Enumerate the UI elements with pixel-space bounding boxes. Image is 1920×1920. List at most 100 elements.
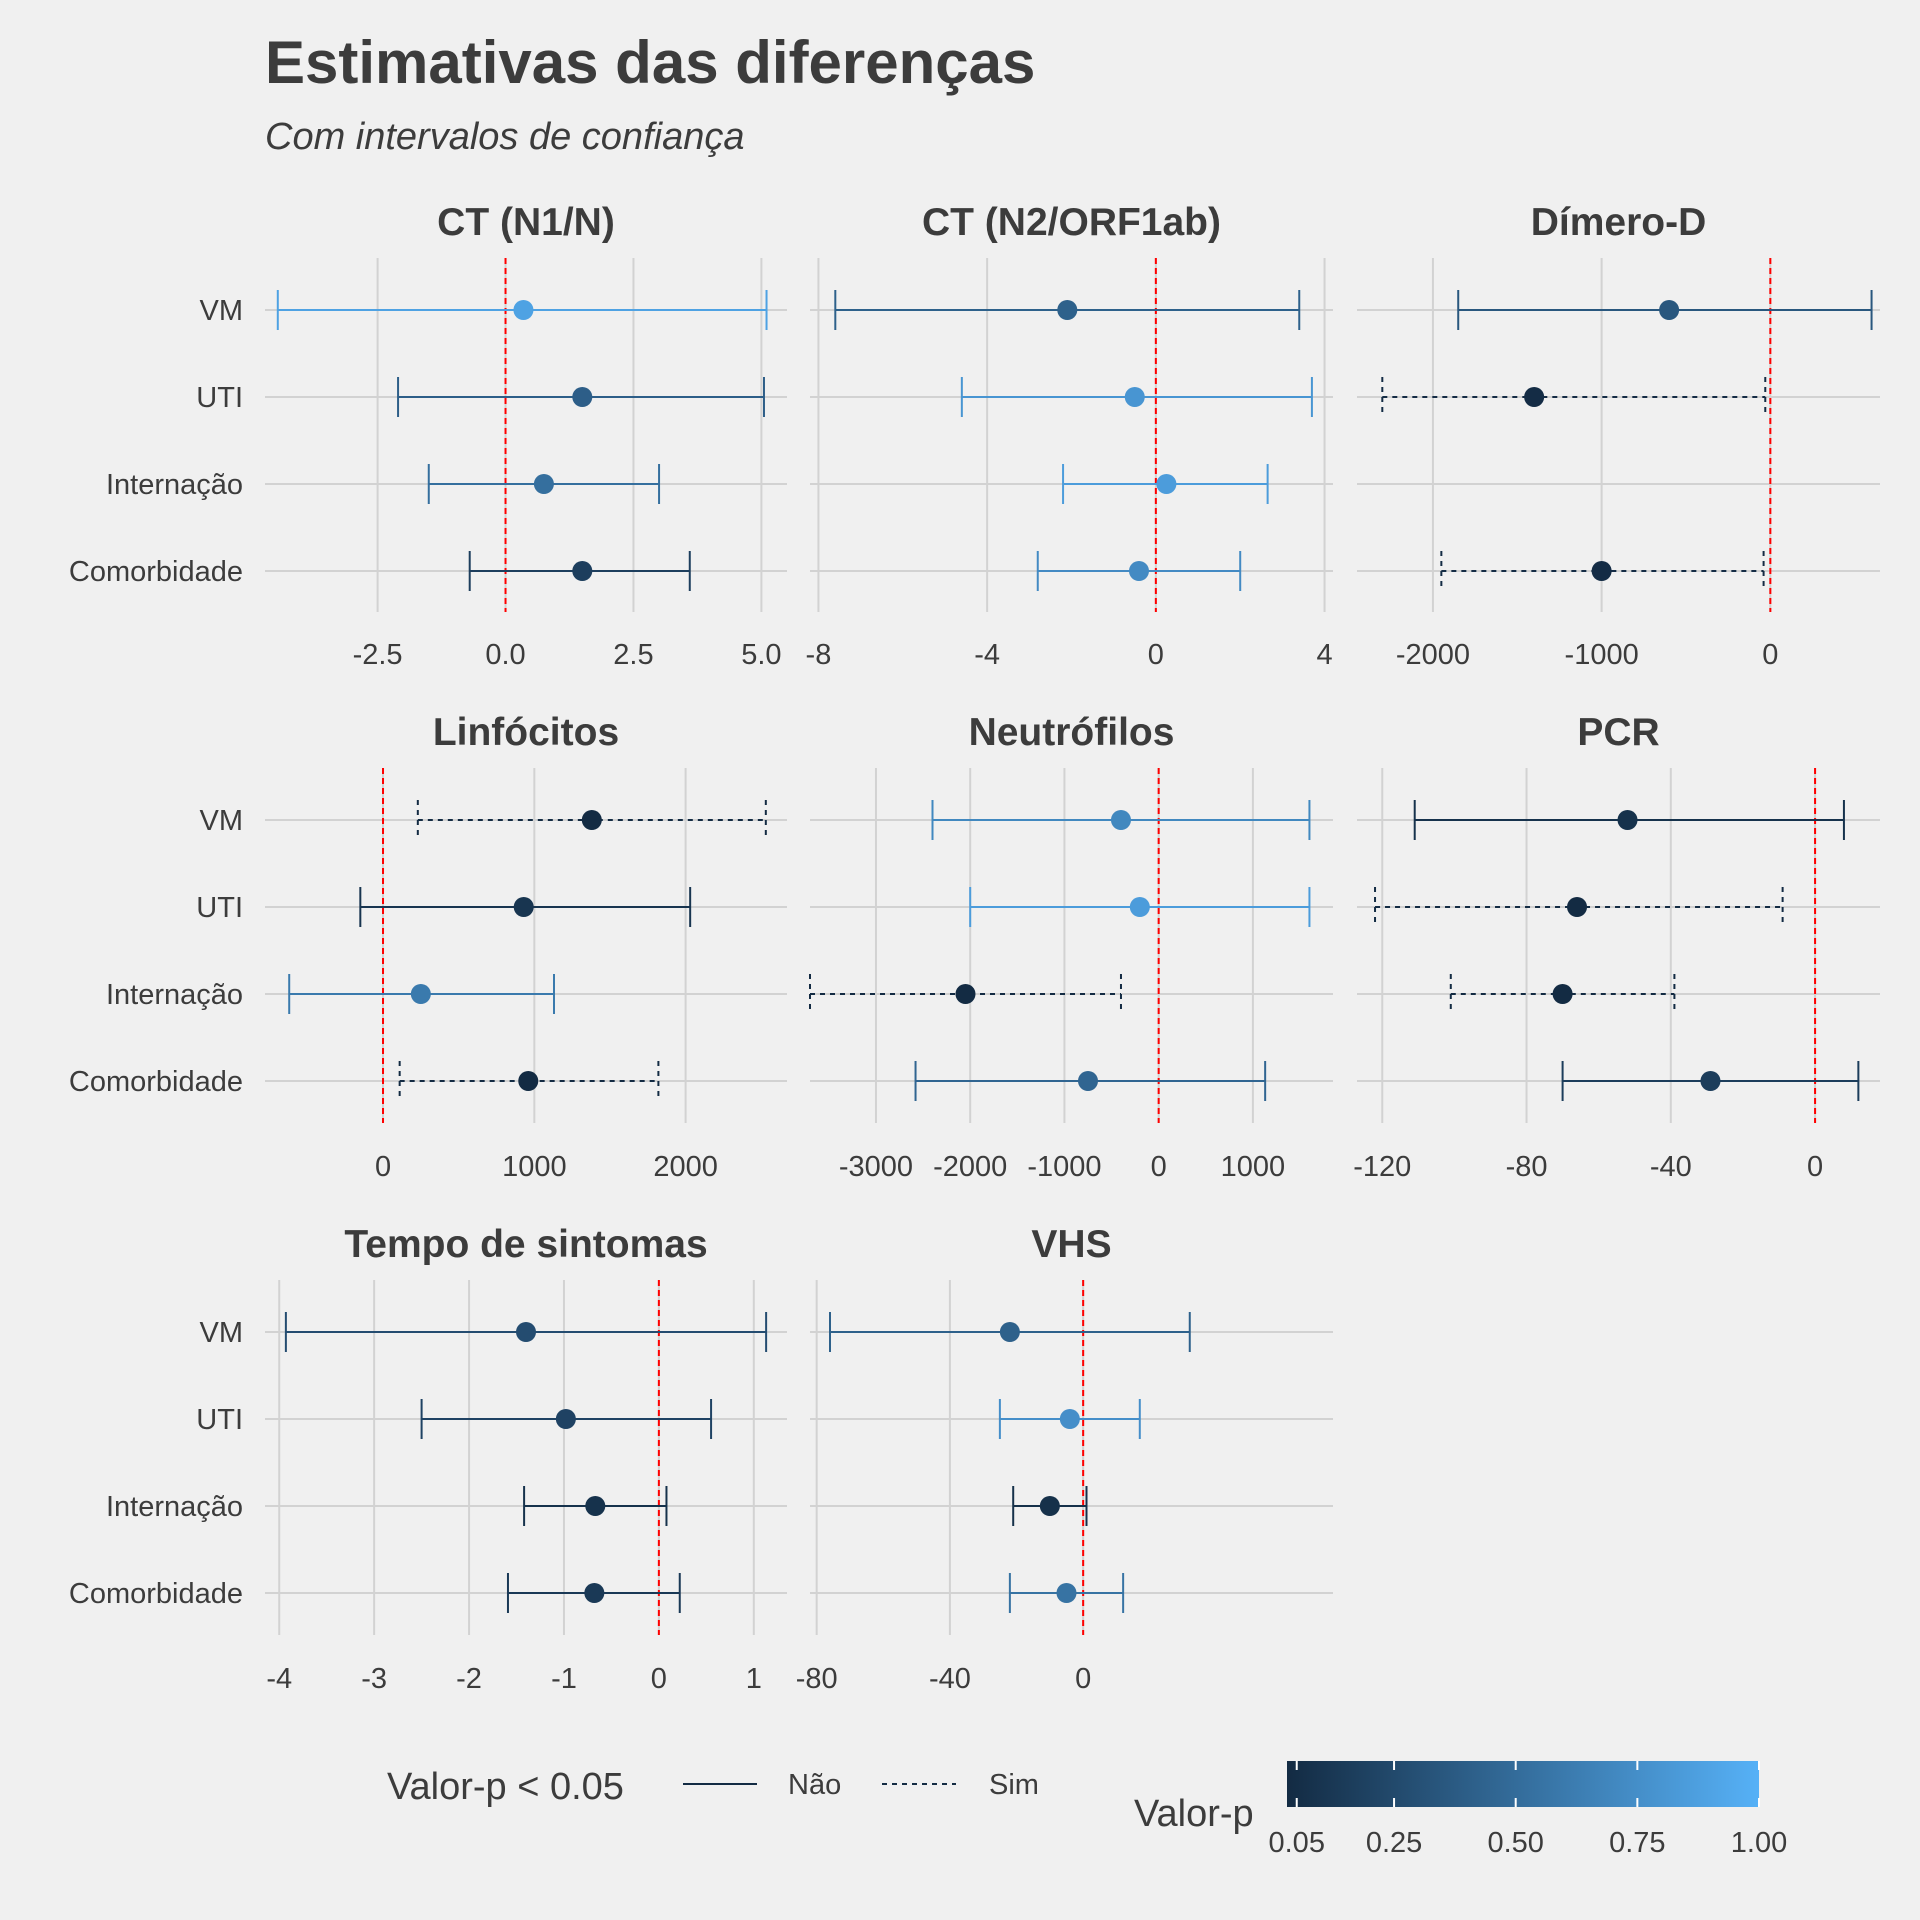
y-category-label: Internação xyxy=(106,469,243,501)
point-estimate xyxy=(1129,897,1150,917)
panels-group: CT (N1/N) -2.5 0.0 2.5 5.0 VM UTI Internação Com… xyxy=(69,201,1880,1695)
panel-title: Dímero-D xyxy=(1531,201,1707,244)
x-tick-label: 0 xyxy=(1148,639,1164,671)
estimate-internacao xyxy=(1012,1486,1088,1526)
legend-label-nao: Não xyxy=(788,1769,841,1801)
x-tick-label: -1 xyxy=(551,1663,577,1695)
estimate-uti xyxy=(960,377,1313,417)
x-tick-label: 0 xyxy=(1151,1151,1167,1183)
estimate-uti xyxy=(1374,887,1784,927)
panel-dimero-d: Dímero-D -2000 -1000 0 xyxy=(1357,201,1880,671)
x-tick-label: -4 xyxy=(266,1663,292,1695)
point-estimate xyxy=(1591,561,1612,581)
point-estimate xyxy=(584,1583,605,1603)
point-estimate xyxy=(518,1071,539,1091)
x-tick-label: -120 xyxy=(1353,1151,1411,1183)
estimate-internacao xyxy=(523,1486,668,1526)
linetype-legend-title: Valor-p < 0.05 xyxy=(387,1766,624,1808)
panel-title: VHS xyxy=(1031,1223,1111,1266)
colorbar-tick-label: 0.25 xyxy=(1366,1827,1422,1859)
estimate-internacao xyxy=(288,974,555,1014)
point-estimate xyxy=(1110,810,1131,830)
x-tick-label: -3 xyxy=(361,1663,387,1695)
point-estimate xyxy=(1056,1583,1077,1603)
x-tick-label: -1000 xyxy=(1027,1151,1101,1183)
x-tick-label: 0 xyxy=(1807,1151,1823,1183)
x-tick-label: 0.0 xyxy=(485,639,525,671)
point-estimate xyxy=(410,984,431,1004)
point-estimate xyxy=(572,561,593,581)
estimate-uti xyxy=(397,377,765,417)
y-category-label: UTI xyxy=(196,1404,243,1436)
x-tick-label: -8 xyxy=(806,639,832,671)
x-tick-label: -80 xyxy=(796,1663,838,1695)
y-category-label: Comorbidade xyxy=(69,1578,243,1610)
x-tick-label: 5.0 xyxy=(741,639,781,671)
panel-tempo-de-sintomas: Tempo de sintomas -4 -3 -2 -1 0 1 VM UTI Internaç… xyxy=(69,1223,787,1695)
point-estimate xyxy=(1659,300,1680,320)
point-estimate xyxy=(1700,1071,1721,1091)
x-tick-label: -2000 xyxy=(1396,639,1470,671)
colorbar-tick-label: 0.05 xyxy=(1269,1827,1325,1859)
x-tick-label: -3000 xyxy=(839,1151,913,1183)
estimate-internacao xyxy=(427,464,661,504)
y-category-label: Comorbidade xyxy=(69,556,243,588)
estimate-uti xyxy=(998,1399,1141,1439)
estimate-vm xyxy=(416,800,767,840)
point-estimate xyxy=(1059,1409,1080,1429)
point-estimate xyxy=(585,1496,606,1516)
point-estimate xyxy=(555,1409,576,1429)
x-tick-label: 1 xyxy=(746,1663,762,1695)
point-estimate xyxy=(1128,561,1149,581)
x-tick-label: 1000 xyxy=(1221,1151,1286,1183)
estimate-vm xyxy=(834,290,1301,330)
estimate-uti xyxy=(969,887,1311,927)
point-estimate xyxy=(1552,984,1573,1004)
chart-title: Estimativas das diferenças xyxy=(265,29,1035,96)
panel-ct-n1-n: CT (N1/N) -2.5 0.0 2.5 5.0 VM UTI Internação Com… xyxy=(69,201,787,671)
panel-title: CT (N2/ORF1ab) xyxy=(922,201,1221,244)
estimate-vm xyxy=(1413,800,1845,840)
x-tick-label: -2.5 xyxy=(353,639,403,671)
x-tick-label: -1000 xyxy=(1565,639,1639,671)
estimate-comorbidade xyxy=(1008,1573,1125,1613)
panel-ct-n2-orf1ab: CT (N2/ORF1ab) -8 -4 0 4 xyxy=(806,201,1333,671)
estimate-vm xyxy=(828,1312,1191,1352)
panel-linfocitos: Linfócitos 0 1000 2000 VM UTI Internação Comorb… xyxy=(69,711,787,1183)
x-tick-label: 4 xyxy=(1316,639,1332,671)
point-estimate xyxy=(1524,387,1545,407)
x-tick-label: -2 xyxy=(456,1663,482,1695)
estimate-vm xyxy=(284,1312,768,1352)
point-estimate xyxy=(516,1322,536,1342)
color-gradient-bar xyxy=(1287,1761,1759,1807)
x-tick-label: 0 xyxy=(375,1151,391,1183)
point-estimate xyxy=(999,1322,1020,1342)
estimate-uti xyxy=(359,887,692,927)
estimate-vm xyxy=(1457,290,1873,330)
panel-title: CT (N1/N) xyxy=(437,201,615,244)
panel-title: Neutrófilos xyxy=(969,711,1175,754)
colorbar-tick-label: 0.75 xyxy=(1609,1827,1665,1859)
estimate-internacao xyxy=(1449,974,1676,1014)
point-estimate xyxy=(1156,474,1177,494)
y-category-label: Comorbidade xyxy=(69,1066,243,1098)
point-estimate xyxy=(1057,300,1078,320)
x-tick-label: -2000 xyxy=(933,1151,1007,1183)
x-tick-label: 1000 xyxy=(502,1151,567,1183)
estimate-vm xyxy=(276,290,768,330)
y-category-label: Internação xyxy=(106,979,243,1011)
estimate-comorbidade xyxy=(468,551,691,591)
estimate-uti xyxy=(1381,377,1767,417)
point-estimate xyxy=(1124,387,1145,407)
estimate-uti xyxy=(420,1399,713,1439)
y-category-label: VM xyxy=(200,295,244,327)
estimate-comorbidade xyxy=(398,1061,660,1101)
estimate-comorbidade xyxy=(914,1061,1267,1101)
colorbar-tick-label: 0.50 xyxy=(1487,1827,1543,1859)
y-category-label: UTI xyxy=(196,382,243,414)
panel-pcr: PCR -120 -80 -40 0 xyxy=(1353,711,1880,1183)
estimate-internacao xyxy=(809,974,1122,1014)
x-tick-label: 0 xyxy=(651,1663,667,1695)
point-estimate xyxy=(1077,1071,1098,1091)
